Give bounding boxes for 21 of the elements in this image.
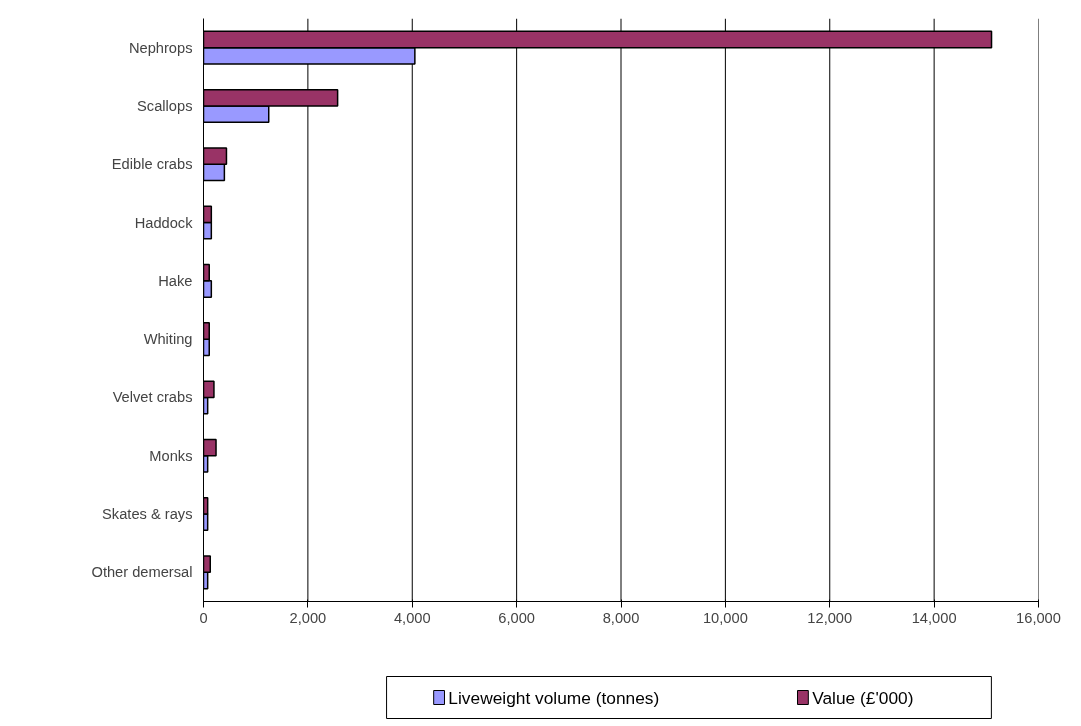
x-tick-label: 6,000 [498, 609, 535, 626]
y-tick-label: Nephrops [128, 39, 193, 56]
x-tick-label: 12,000 [807, 609, 853, 626]
x-tick-label: 16,000 [1016, 609, 1061, 626]
y-tick-label: Monks [149, 447, 193, 464]
y-tick-label: Scallops [137, 97, 193, 114]
x-tick-label: 10,000 [702, 609, 748, 626]
legend-label: Liveweight volume (tonnes) [448, 687, 660, 708]
y-tick-label: Edible crabs [111, 156, 193, 173]
x-tick-label: 0 [199, 609, 208, 626]
y-tick-label: Haddock [134, 214, 194, 231]
y-tick-label: Whiting [143, 331, 193, 348]
y-tick-label: Velvet crabs [112, 389, 193, 406]
x-tick-label: 14,000 [911, 609, 957, 626]
legend-label: Value (£'000) [812, 687, 914, 708]
x-tick-label: 4,000 [393, 609, 431, 626]
y-tick-label: Other demersal [91, 564, 193, 581]
y-tick-label: Hake [158, 272, 193, 289]
x-tick-label: 8,000 [602, 609, 640, 626]
x-tick-label: 2,000 [289, 609, 327, 626]
y-tick-label: Skates & rays [102, 506, 193, 523]
